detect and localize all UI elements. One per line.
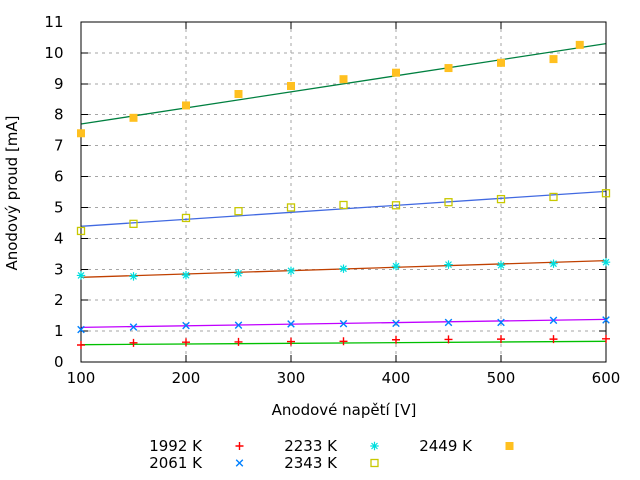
legend-item-2449-k: 2449 K xyxy=(414,436,546,455)
legend-label-2061-k: 2061 K xyxy=(149,453,202,472)
tick-labels: 100 200 300 400 500 600 0 1 2 3 4 5 6 7 8 9 10 11 xyxy=(44,13,620,387)
series-points-2061-k xyxy=(77,316,610,334)
x-tick-label: 300 xyxy=(277,369,306,387)
y-axis-label: Anodový proud [mA] xyxy=(3,115,21,271)
x-tick-label: 400 xyxy=(382,369,411,387)
y-tick-label: 6 xyxy=(54,168,64,186)
legend-marker-open-square-icon xyxy=(337,455,411,471)
legend-label-2343-k: 2343 K xyxy=(284,453,337,472)
plot-border-and-ticks xyxy=(80,21,607,363)
legend-item-2343-k: 2343 K xyxy=(279,453,411,472)
legend-label-2233-k: 2233 K xyxy=(284,436,337,455)
series-points-2233-k xyxy=(76,257,611,281)
y-tick-label: 0 xyxy=(54,353,64,371)
y-tick-label: 8 xyxy=(54,106,64,124)
x-axis-label: Anodové napětí [V] xyxy=(271,401,417,419)
legend-item-1992-k: 1992 K xyxy=(144,436,276,455)
x-tick-label: 100 xyxy=(67,369,96,387)
fit-line-2449-k xyxy=(80,42,607,125)
grid-lines xyxy=(81,22,606,362)
y-tick-label: 4 xyxy=(54,229,64,247)
y-tick-label: 3 xyxy=(54,260,64,278)
legend-marker-asterisk-icon xyxy=(337,438,411,454)
fit-lines xyxy=(80,42,607,346)
legend-marker-filled-square-icon xyxy=(472,438,546,454)
series-points-2343-k xyxy=(76,189,611,236)
legend-item-2233-k: 2233 K xyxy=(279,436,411,455)
legend: 1992 K 2061 K 2233 K 2343 K 2449 K xyxy=(144,436,546,472)
legend-label-2449-k: 2449 K xyxy=(419,436,472,455)
x-tick-label: 200 xyxy=(172,369,201,387)
series-points-1992-k xyxy=(77,334,610,349)
x-tick-label: 500 xyxy=(487,369,516,387)
legend-marker-plus-icon xyxy=(202,438,276,454)
y-tick-label: 11 xyxy=(44,13,63,31)
legend-label-1992-k: 1992 K xyxy=(149,436,202,455)
legend-marker-cross-icon xyxy=(202,455,276,471)
series-points-2449-k xyxy=(77,40,584,138)
y-tick-label: 9 xyxy=(54,75,64,93)
y-tick-label: 1 xyxy=(54,322,64,340)
legend-item-2061-k: 2061 K xyxy=(144,453,276,472)
y-tick-label: 2 xyxy=(54,291,64,309)
y-tick-label: 5 xyxy=(54,198,64,216)
y-tick-label: 10 xyxy=(44,44,63,62)
data-points xyxy=(76,40,611,349)
x-tick-label: 600 xyxy=(592,369,621,387)
y-tick-label: 7 xyxy=(54,137,64,155)
